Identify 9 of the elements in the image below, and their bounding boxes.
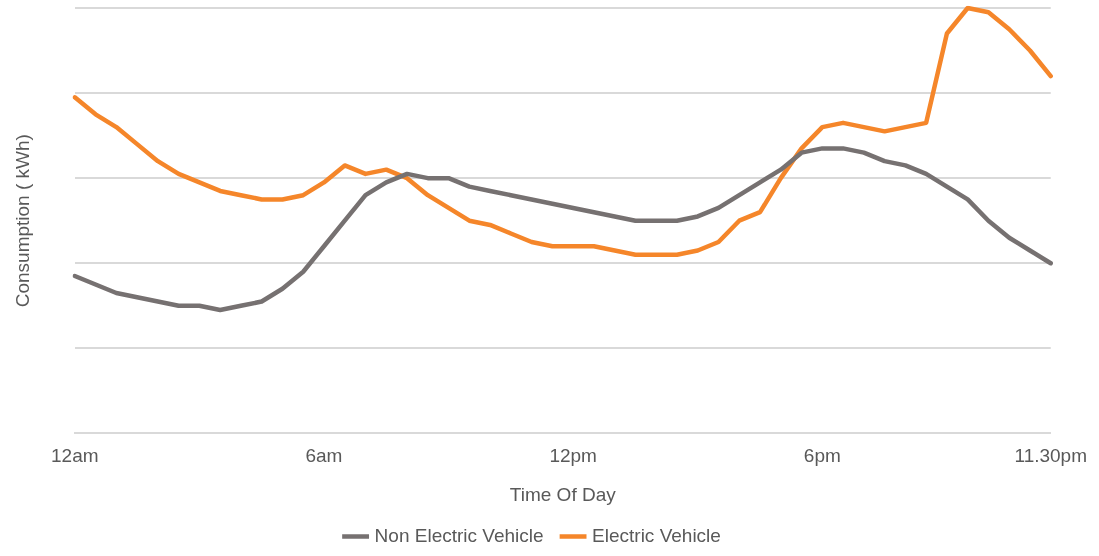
legend-label: Electric Vehicle: [592, 524, 721, 546]
legend-label: Non Electric Vehicle: [374, 524, 544, 546]
x-tick-label: 6am: [305, 445, 343, 467]
x-tick-label: 12am: [51, 445, 99, 467]
y-axis-title: Consumption ( kWh): [11, 134, 33, 308]
x-axis-title: Time Of Day: [509, 483, 617, 505]
x-tick-label: 12pm: [549, 445, 597, 467]
x-tick-label: 11.30pm: [1014, 445, 1087, 467]
x-tick-label: 6pm: [803, 445, 841, 467]
